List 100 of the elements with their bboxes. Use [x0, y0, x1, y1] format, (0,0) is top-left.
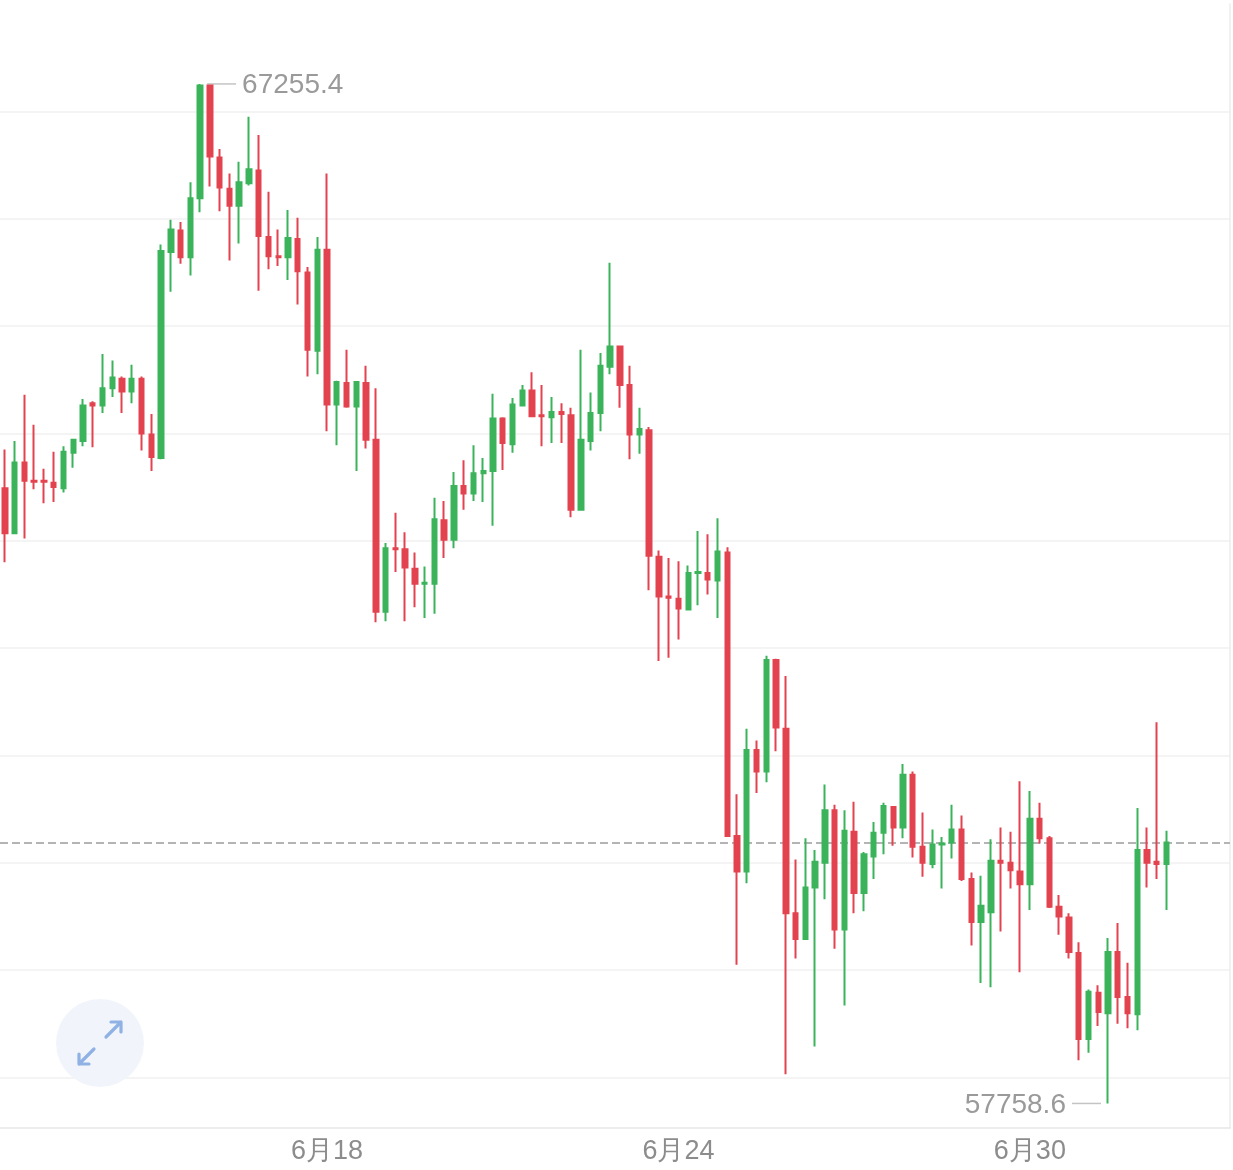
candlestick: [890, 804, 897, 847]
candlestick: [548, 395, 555, 445]
candlestick: [440, 500, 448, 559]
candlestick: [733, 793, 741, 966]
candlestick: [89, 400, 96, 449]
candlestick: [157, 243, 165, 461]
candlestick: [968, 871, 975, 947]
candlestick: [645, 425, 653, 592]
candlestick: [792, 858, 799, 960]
candlestick: [841, 809, 848, 1007]
candlestick: [138, 375, 145, 452]
candlestick: [919, 811, 926, 878]
candlestick: [675, 560, 682, 641]
candlestick: [109, 359, 116, 398]
candlestick: [997, 826, 1004, 933]
candlestick: [216, 147, 223, 213]
candlestick: [1026, 789, 1034, 912]
candlestick: [421, 565, 428, 620]
candlestick: [187, 181, 194, 277]
candlestick: [577, 348, 585, 511]
candlestick: [714, 517, 721, 620]
candlestick: [850, 800, 858, 915]
candlestick: [382, 541, 389, 623]
candlestick: [392, 511, 399, 573]
candlestick: [372, 387, 380, 624]
candlestick: [636, 406, 643, 455]
candlestick: [1007, 830, 1014, 890]
candlestick: [1134, 807, 1141, 1032]
candlestick: [880, 801, 887, 856]
candlestick: [782, 675, 790, 1076]
candlestick: [977, 874, 985, 985]
candlestick: [1046, 835, 1053, 909]
candlestick: [40, 467, 48, 505]
candlestick: [958, 814, 965, 883]
candlestick: [1055, 894, 1063, 936]
candlestick: [1016, 780, 1024, 974]
candlestick: [489, 392, 497, 527]
candlestick: [1143, 826, 1151, 889]
candlestick: [265, 190, 272, 271]
candlestick: [196, 82, 204, 214]
candlestick: [148, 413, 155, 472]
x-tick-label: 6月18: [290, 1134, 364, 1165]
candlestick: [401, 531, 409, 623]
candlestick: [948, 803, 955, 860]
candlestick: [694, 530, 702, 607]
candlestick: [99, 352, 106, 415]
candlestick: [60, 445, 67, 494]
x-tick-label: 6月24: [642, 1134, 715, 1165]
candlestick: [685, 564, 692, 612]
candlestick: [1, 448, 9, 564]
candlestick: [724, 546, 731, 839]
candlestick: [480, 457, 487, 504]
candlestick: [470, 444, 477, 503]
candlestick: [509, 396, 516, 454]
annotation: 57758.6: [964, 1087, 1066, 1119]
candlestick: [353, 380, 360, 472]
candlestick: [343, 348, 350, 409]
candlestick: [460, 459, 467, 511]
candlestick: [558, 402, 565, 445]
candlestick: [538, 384, 545, 448]
candlestick: [587, 391, 594, 452]
candlestick: [1075, 941, 1082, 1062]
candlestick: [831, 803, 838, 950]
candlestick: [30, 423, 38, 491]
candlestick: [1036, 801, 1043, 845]
candlestick: [1163, 829, 1170, 912]
candlestick: [772, 657, 780, 753]
candlestick: [177, 220, 184, 265]
candlestick: [118, 375, 126, 415]
candlestick: [909, 770, 916, 859]
candlestick: [763, 654, 770, 784]
candlestick: [284, 209, 292, 281]
candlestick: [314, 235, 321, 376]
candlestick: [929, 828, 936, 870]
candlestick: [1095, 984, 1102, 1028]
candlestick: [1124, 961, 1131, 1030]
candlestick: [1153, 721, 1160, 880]
candlestick: [450, 471, 458, 550]
candlestick: [626, 364, 633, 461]
candlestick: [811, 848, 819, 1048]
candlestick: [70, 437, 77, 469]
candlestick: [499, 416, 506, 471]
candlestick: [597, 351, 604, 433]
candlestick: [128, 363, 135, 405]
candlestick: [616, 344, 624, 409]
candlestick: [1104, 936, 1112, 1105]
candlestick: [362, 364, 370, 450]
candlestick: [206, 84, 214, 188]
candlestick: [987, 838, 995, 989]
annotation: 67255.4: [242, 68, 344, 100]
candlestick: [528, 371, 536, 419]
candlestick: [304, 266, 311, 378]
candlestick: [431, 496, 438, 615]
candlestick: [802, 837, 809, 941]
candlestick: [294, 216, 301, 306]
x-tick-label: 6月30: [993, 1134, 1066, 1165]
candlestick: [870, 821, 877, 880]
candlestick: [79, 398, 87, 448]
candlestick: [226, 172, 233, 262]
candlestick: [333, 379, 340, 447]
